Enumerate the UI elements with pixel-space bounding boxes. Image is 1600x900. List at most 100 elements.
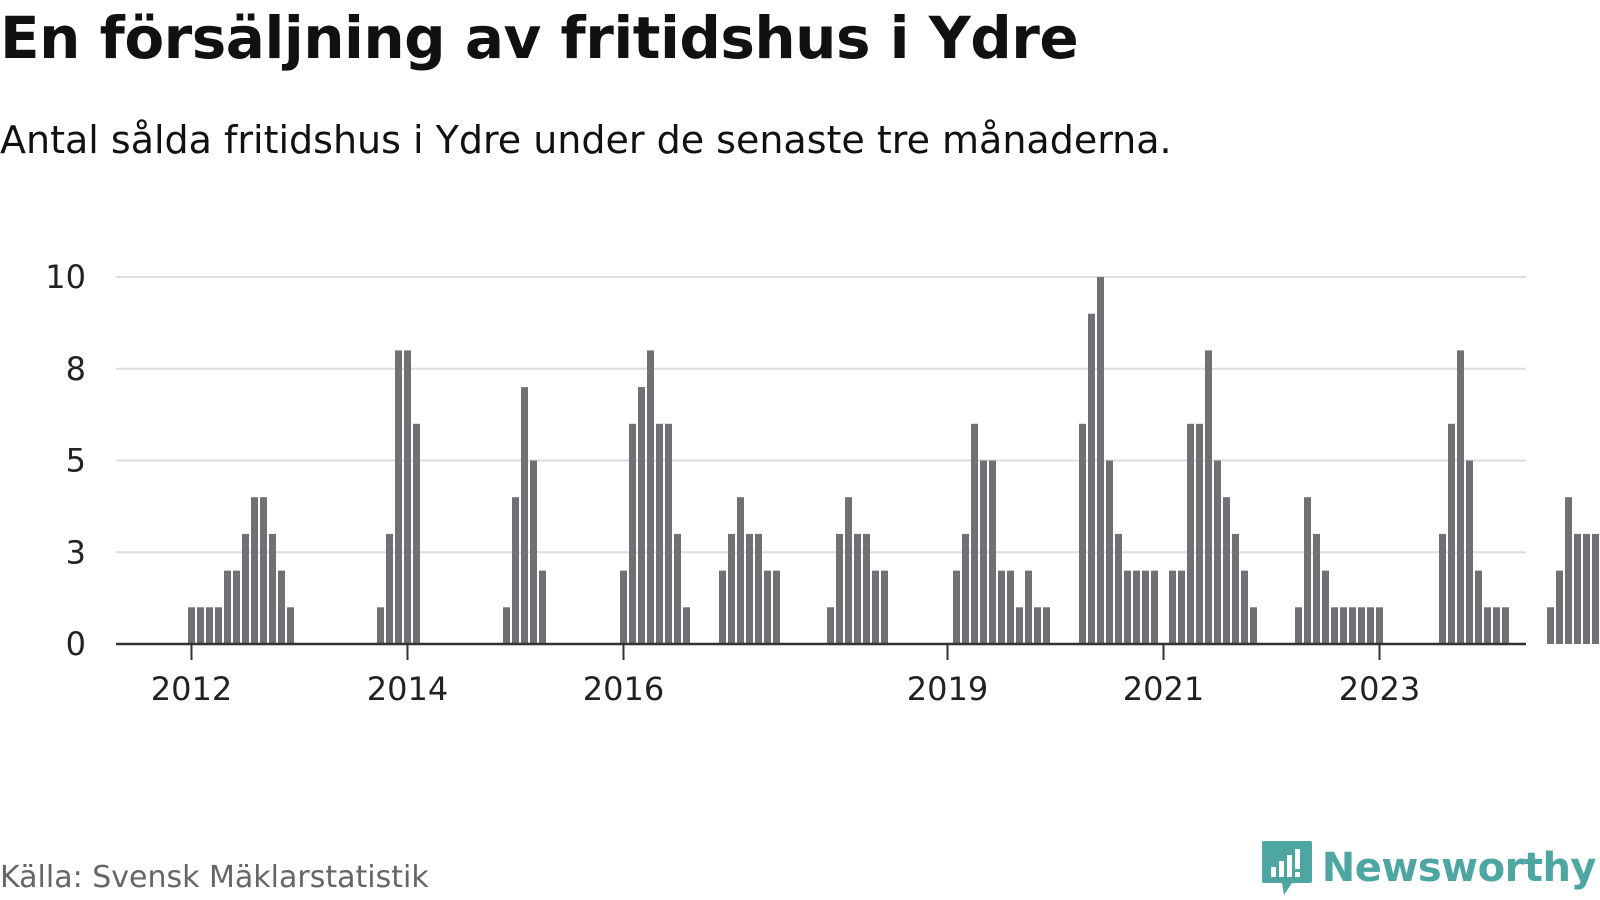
- bar: [1367, 607, 1374, 644]
- bar: [1457, 350, 1464, 644]
- bar: [746, 533, 753, 644]
- bar: [1205, 350, 1212, 644]
- bar: [1313, 533, 1320, 644]
- bar: [404, 350, 411, 644]
- y-tick-label: 8: [66, 350, 86, 388]
- bar: [1043, 607, 1050, 644]
- bar: [1106, 460, 1113, 644]
- bar: [971, 423, 978, 644]
- bar: [1304, 497, 1311, 644]
- bar: [872, 570, 879, 644]
- bar: [1322, 570, 1329, 644]
- bar: [395, 350, 402, 644]
- bar: [287, 607, 294, 644]
- bar: [1340, 607, 1347, 644]
- bar: [1439, 533, 1446, 644]
- bar: [1547, 607, 1554, 644]
- brand-name: Newsworthy: [1321, 845, 1597, 891]
- bar: [413, 423, 420, 644]
- bar: [269, 533, 276, 644]
- bar: [1169, 570, 1176, 644]
- bar: [1493, 607, 1500, 644]
- bar: [1250, 607, 1257, 644]
- bar: [755, 533, 762, 644]
- bar: [764, 570, 771, 644]
- bar: [1358, 607, 1365, 644]
- bar: [1097, 277, 1104, 644]
- bar: [1592, 533, 1599, 644]
- bar: [530, 460, 537, 644]
- bar: [665, 423, 672, 644]
- bar: [962, 533, 969, 644]
- bar: [539, 570, 546, 644]
- bar: [1574, 533, 1581, 644]
- bar: [197, 607, 204, 644]
- chart-title: En försäljning av fritidshus i Ydre: [0, 4, 1079, 72]
- bar: [980, 460, 987, 644]
- y-tick-label: 3: [66, 533, 86, 571]
- bar: [881, 570, 888, 644]
- bar: [827, 607, 834, 644]
- bar: [647, 350, 654, 644]
- bar: [1484, 607, 1491, 644]
- bar: [719, 570, 726, 644]
- x-tick-label: 2021: [1123, 670, 1204, 708]
- bar: [1556, 570, 1563, 644]
- brand-logo: Newsworthy: [1260, 840, 1597, 896]
- bar: [998, 570, 1005, 644]
- source-note: Källa: Svensk Mäklarstatistik: [0, 860, 429, 895]
- bar: [1187, 423, 1194, 644]
- bar: [1115, 533, 1122, 644]
- bar: [1034, 607, 1041, 644]
- bar: [674, 533, 681, 644]
- bar: [512, 497, 519, 644]
- bar: [1178, 570, 1185, 644]
- bar: [1124, 570, 1131, 644]
- x-tick-label: 2016: [583, 670, 664, 708]
- bar: [188, 607, 195, 644]
- bar: [1583, 533, 1590, 644]
- bar: [521, 387, 528, 644]
- bar: [1565, 497, 1572, 644]
- bar: [1214, 460, 1221, 644]
- bar: [683, 607, 690, 644]
- bar: [1502, 607, 1509, 644]
- grid-lines: [116, 276, 1526, 554]
- bar: [224, 570, 231, 644]
- bar: [1295, 607, 1302, 644]
- bar: [854, 533, 861, 644]
- bar: [1142, 570, 1149, 644]
- bar: [233, 570, 240, 644]
- bar: [1376, 607, 1383, 644]
- bar: [1088, 313, 1095, 644]
- bar: [863, 533, 870, 644]
- bar: [845, 497, 852, 644]
- bar: [386, 533, 393, 644]
- x-tick-label: 2014: [367, 670, 448, 708]
- bar: [1151, 570, 1158, 644]
- bar: [629, 423, 636, 644]
- bar: [215, 607, 222, 644]
- y-tick-label: 10: [45, 258, 86, 296]
- bar: [989, 460, 996, 644]
- x-tick-label: 2019: [907, 670, 988, 708]
- bar: [1223, 497, 1230, 644]
- x-tick-label: 2023: [1339, 670, 1420, 708]
- bar: [1016, 607, 1023, 644]
- bar: [1196, 423, 1203, 644]
- bar: [206, 607, 213, 644]
- bar: [620, 570, 627, 644]
- y-tick-label: 0: [66, 625, 86, 663]
- bar: [1232, 533, 1239, 644]
- bars: [188, 277, 1599, 644]
- bar: [1025, 570, 1032, 644]
- bar: [638, 387, 645, 644]
- bar: [953, 570, 960, 644]
- bar: [251, 497, 258, 644]
- bar: [836, 533, 843, 644]
- y-axis-ticks: 10 8 5 3 0: [45, 258, 86, 663]
- x-axis-ticks: 2012 2014 2016 2019 2021 2023: [151, 644, 1420, 708]
- bar: [1241, 570, 1248, 644]
- bar: [242, 533, 249, 644]
